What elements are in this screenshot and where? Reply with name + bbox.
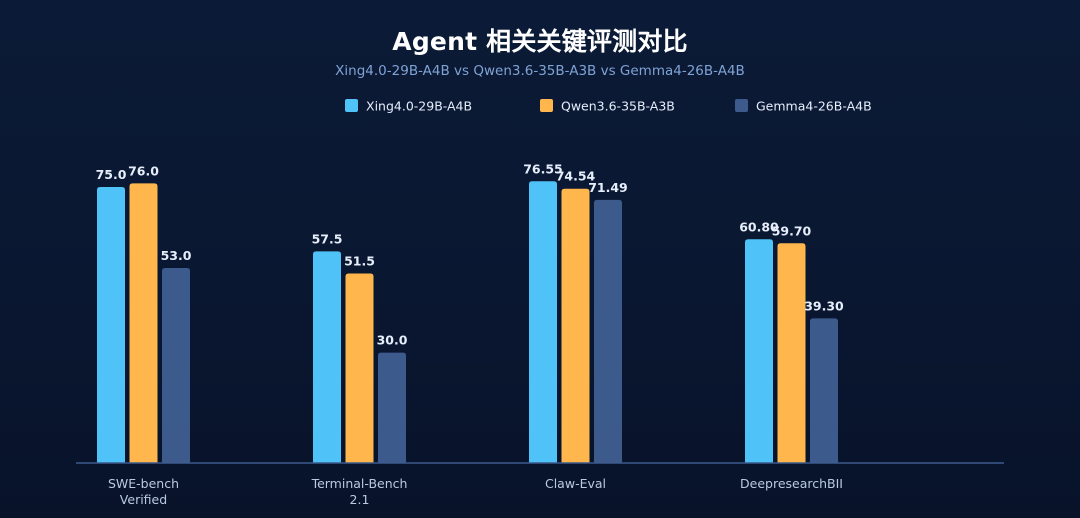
bars-group: [97, 181, 838, 463]
data-label-2-series-2: 51.5: [344, 253, 375, 268]
x-tick-label-3-line-1: Claw-Eval: [545, 476, 606, 491]
data-label-1-series-1: 75.0: [96, 167, 127, 182]
x-tick-label-2-line-1: Terminal-Bench: [311, 476, 408, 491]
x-tick-label-1-line-2: Verified: [120, 492, 167, 507]
legend-swatch-1: [345, 99, 358, 112]
data-label-4-series-2: 59.70: [772, 223, 812, 238]
bar-1-series-3: [162, 267, 190, 463]
bar-3-series-1: [529, 181, 557, 463]
data-label-3-series-2: 74.54: [556, 169, 596, 184]
legend: Xing4.0-29B-A4B Qwen3.6-35B-A3B Gemma4-26B…: [345, 99, 872, 114]
data-label-4-series-3: 39.30: [804, 298, 844, 313]
data-label-2-series-3: 30.0: [377, 333, 408, 348]
chart-subtitle: Xing4.0-29B-A4B vs Qwen3.6-35B-A3B vs Ge…: [335, 63, 745, 79]
bar-3-series-2: [561, 188, 590, 463]
legend-swatch-3: [735, 99, 748, 112]
data-label-1-series-3: 53.0: [161, 248, 192, 263]
data-label-4-series-1: 60.80: [739, 219, 779, 234]
bar-4-series-1: [745, 239, 773, 463]
data-label-3-series-3: 71.49: [588, 180, 628, 195]
legend-label-2: Qwen3.6-35B-A3B: [561, 99, 675, 114]
bar-4-series-2: [777, 243, 806, 463]
bar-3-series-3: [594, 199, 622, 463]
data-label-2-series-1: 57.5: [312, 231, 343, 246]
data-label-3-series-1: 76.55: [523, 161, 563, 176]
legend-swatch-2: [540, 99, 553, 112]
legend-label-1: Xing4.0-29B-A4B: [366, 99, 472, 114]
bar-4-series-3: [810, 318, 838, 463]
legend-label-3: Gemma4-26B-A4B: [756, 99, 872, 114]
x-tick-label-2-line-2: 2.1: [350, 492, 370, 507]
chart-title: Agent 相关关键评测对比: [392, 27, 688, 56]
bar-2-series-1: [313, 251, 341, 463]
x-tick-label-1-line-1: SWE-bench: [108, 476, 179, 491]
bar-2-series-3: [378, 352, 406, 463]
bar-2-series-2: [345, 273, 374, 463]
x-tick-label-4-line-1: DeepresearchBII: [740, 476, 843, 491]
bar-1-series-1: [97, 187, 125, 463]
bar-1-series-2: [129, 183, 158, 463]
data-label-1-series-2: 76.0: [128, 163, 159, 178]
